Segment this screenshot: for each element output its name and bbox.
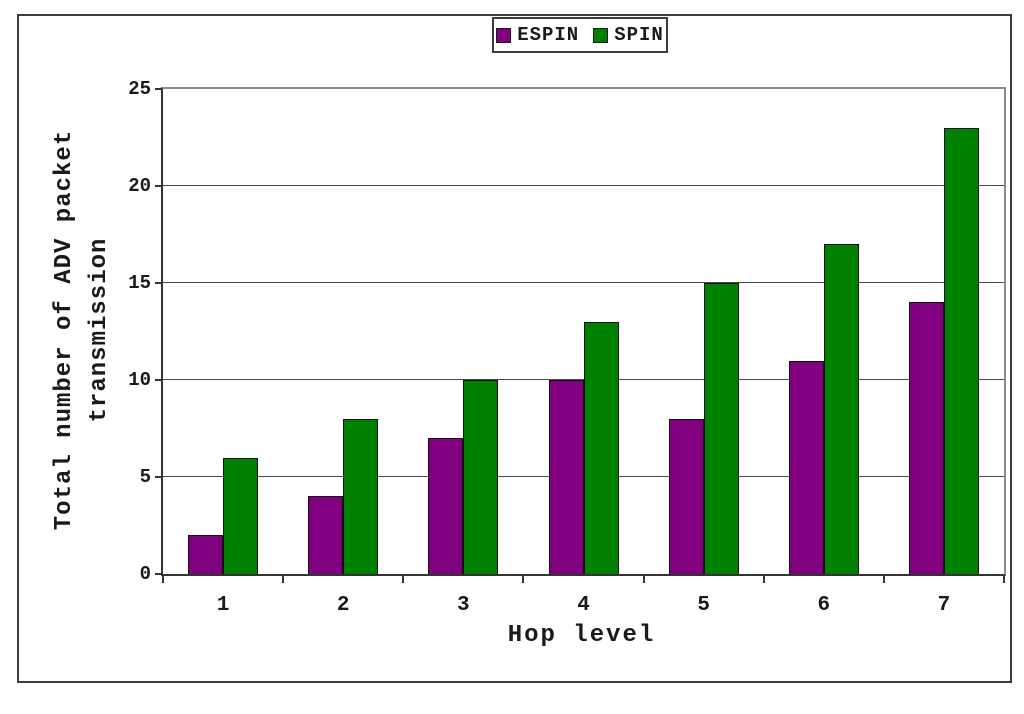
bar-espin-hop-6 [788,361,824,574]
gridline-y-20 [163,185,1004,186]
bar-spin-hop-1 [223,458,259,574]
x-tick-label-2: 2 [336,594,350,617]
legend-label: SPIN [614,24,664,46]
legend-swatch-spin [593,27,609,43]
legend-label: ESPIN [517,24,580,46]
bar-espin-hop-1 [188,535,224,574]
bar-spin-hop-7 [943,128,979,574]
x-tick-boundary-5 [762,576,765,583]
y-tick-15 [155,282,161,284]
bar-spin-hop-2 [343,419,379,574]
bar-espin-hop-5 [668,419,704,574]
x-tick-label-5: 5 [697,594,710,617]
bar-espin-hop-3 [428,438,464,574]
x-tick-boundary-1 [282,576,285,583]
x-tick-boundary-3 [522,576,525,583]
y-tick-25 [155,88,161,90]
y-tick-label-20: 20 [128,175,151,197]
y-tick-0 [155,573,161,575]
y-tick-label-5: 5 [139,466,151,488]
y-tick-label-10: 10 [128,369,151,391]
x-tick-boundary-0 [162,576,164,583]
plot-area: 0 5 10 15 20 25 1 2 3 4 5 6 7 [128,78,1006,617]
y-tick-20 [155,185,161,187]
y-tick-label-0: 0 [139,563,151,585]
legend-entry-spin: SPIN [593,24,664,46]
bar-spin-hop-4 [583,322,619,574]
bar-espin-hop-2 [308,496,344,574]
y-tick-10 [155,379,161,381]
x-tick-label-6: 6 [817,594,831,617]
x-tick-boundary-2 [402,576,405,583]
x-tick-label-4: 4 [577,594,590,617]
legend: ESPIN SPIN [492,17,668,53]
y-tick-label-25: 25 [128,78,151,100]
legend-entry-espin: ESPIN [496,24,579,46]
x-tick-label-7: 7 [937,594,951,617]
x-tick-label-1: 1 [216,594,230,617]
bar-spin-hop-6 [823,244,859,574]
bar-spin-hop-3 [463,380,499,574]
legend-swatch-espin [496,27,512,43]
y-axis-title-line-2: transmission [86,237,113,423]
y-axis-title: Total number of ADV packet transmission [47,130,117,530]
x-tick-boundary-4 [642,576,645,583]
x-tick-label-3: 3 [457,594,470,617]
x-tick-boundary-7 [1003,576,1005,583]
y-tick-5 [155,476,161,478]
bar-espin-hop-4 [548,380,584,574]
y-tick-label-15: 15 [128,272,151,294]
gridline-y-15 [163,282,1004,283]
bar-espin-hop-7 [908,302,944,574]
bar-spin-hop-5 [703,283,739,574]
x-axis-title: Hop level [507,622,656,649]
x-tick-boundary-6 [882,576,885,583]
y-axis-title-line-1: Total number of ADV packet [51,129,78,531]
